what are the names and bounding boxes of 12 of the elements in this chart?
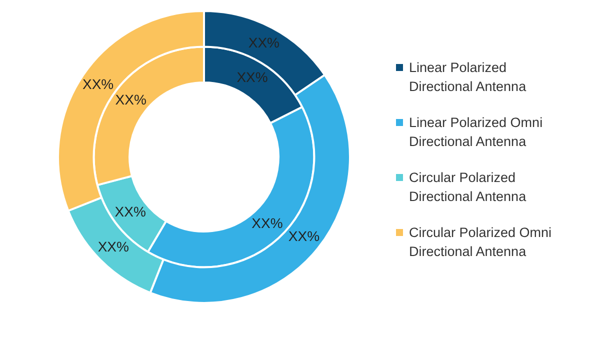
data-label: XX% — [288, 228, 320, 244]
data-label: XX% — [98, 238, 129, 254]
data-label: XX% — [115, 91, 146, 108]
data-label: XX% — [252, 215, 283, 232]
data-label: XX% — [236, 69, 268, 86]
legend-label: Circular Polarized Omni Directional Antenna — [409, 224, 553, 261]
data-label: XX% — [248, 34, 280, 51]
legend-label: Circular Polarized Directional Antenna — [409, 169, 528, 206]
legend-label: Linear Polarized Directional Antenna — [409, 59, 528, 96]
data-label: XX% — [82, 76, 114, 92]
legend-label: Linear Polarized Omni Directional Antenna — [409, 114, 544, 151]
data-label: XX% — [114, 204, 146, 220]
